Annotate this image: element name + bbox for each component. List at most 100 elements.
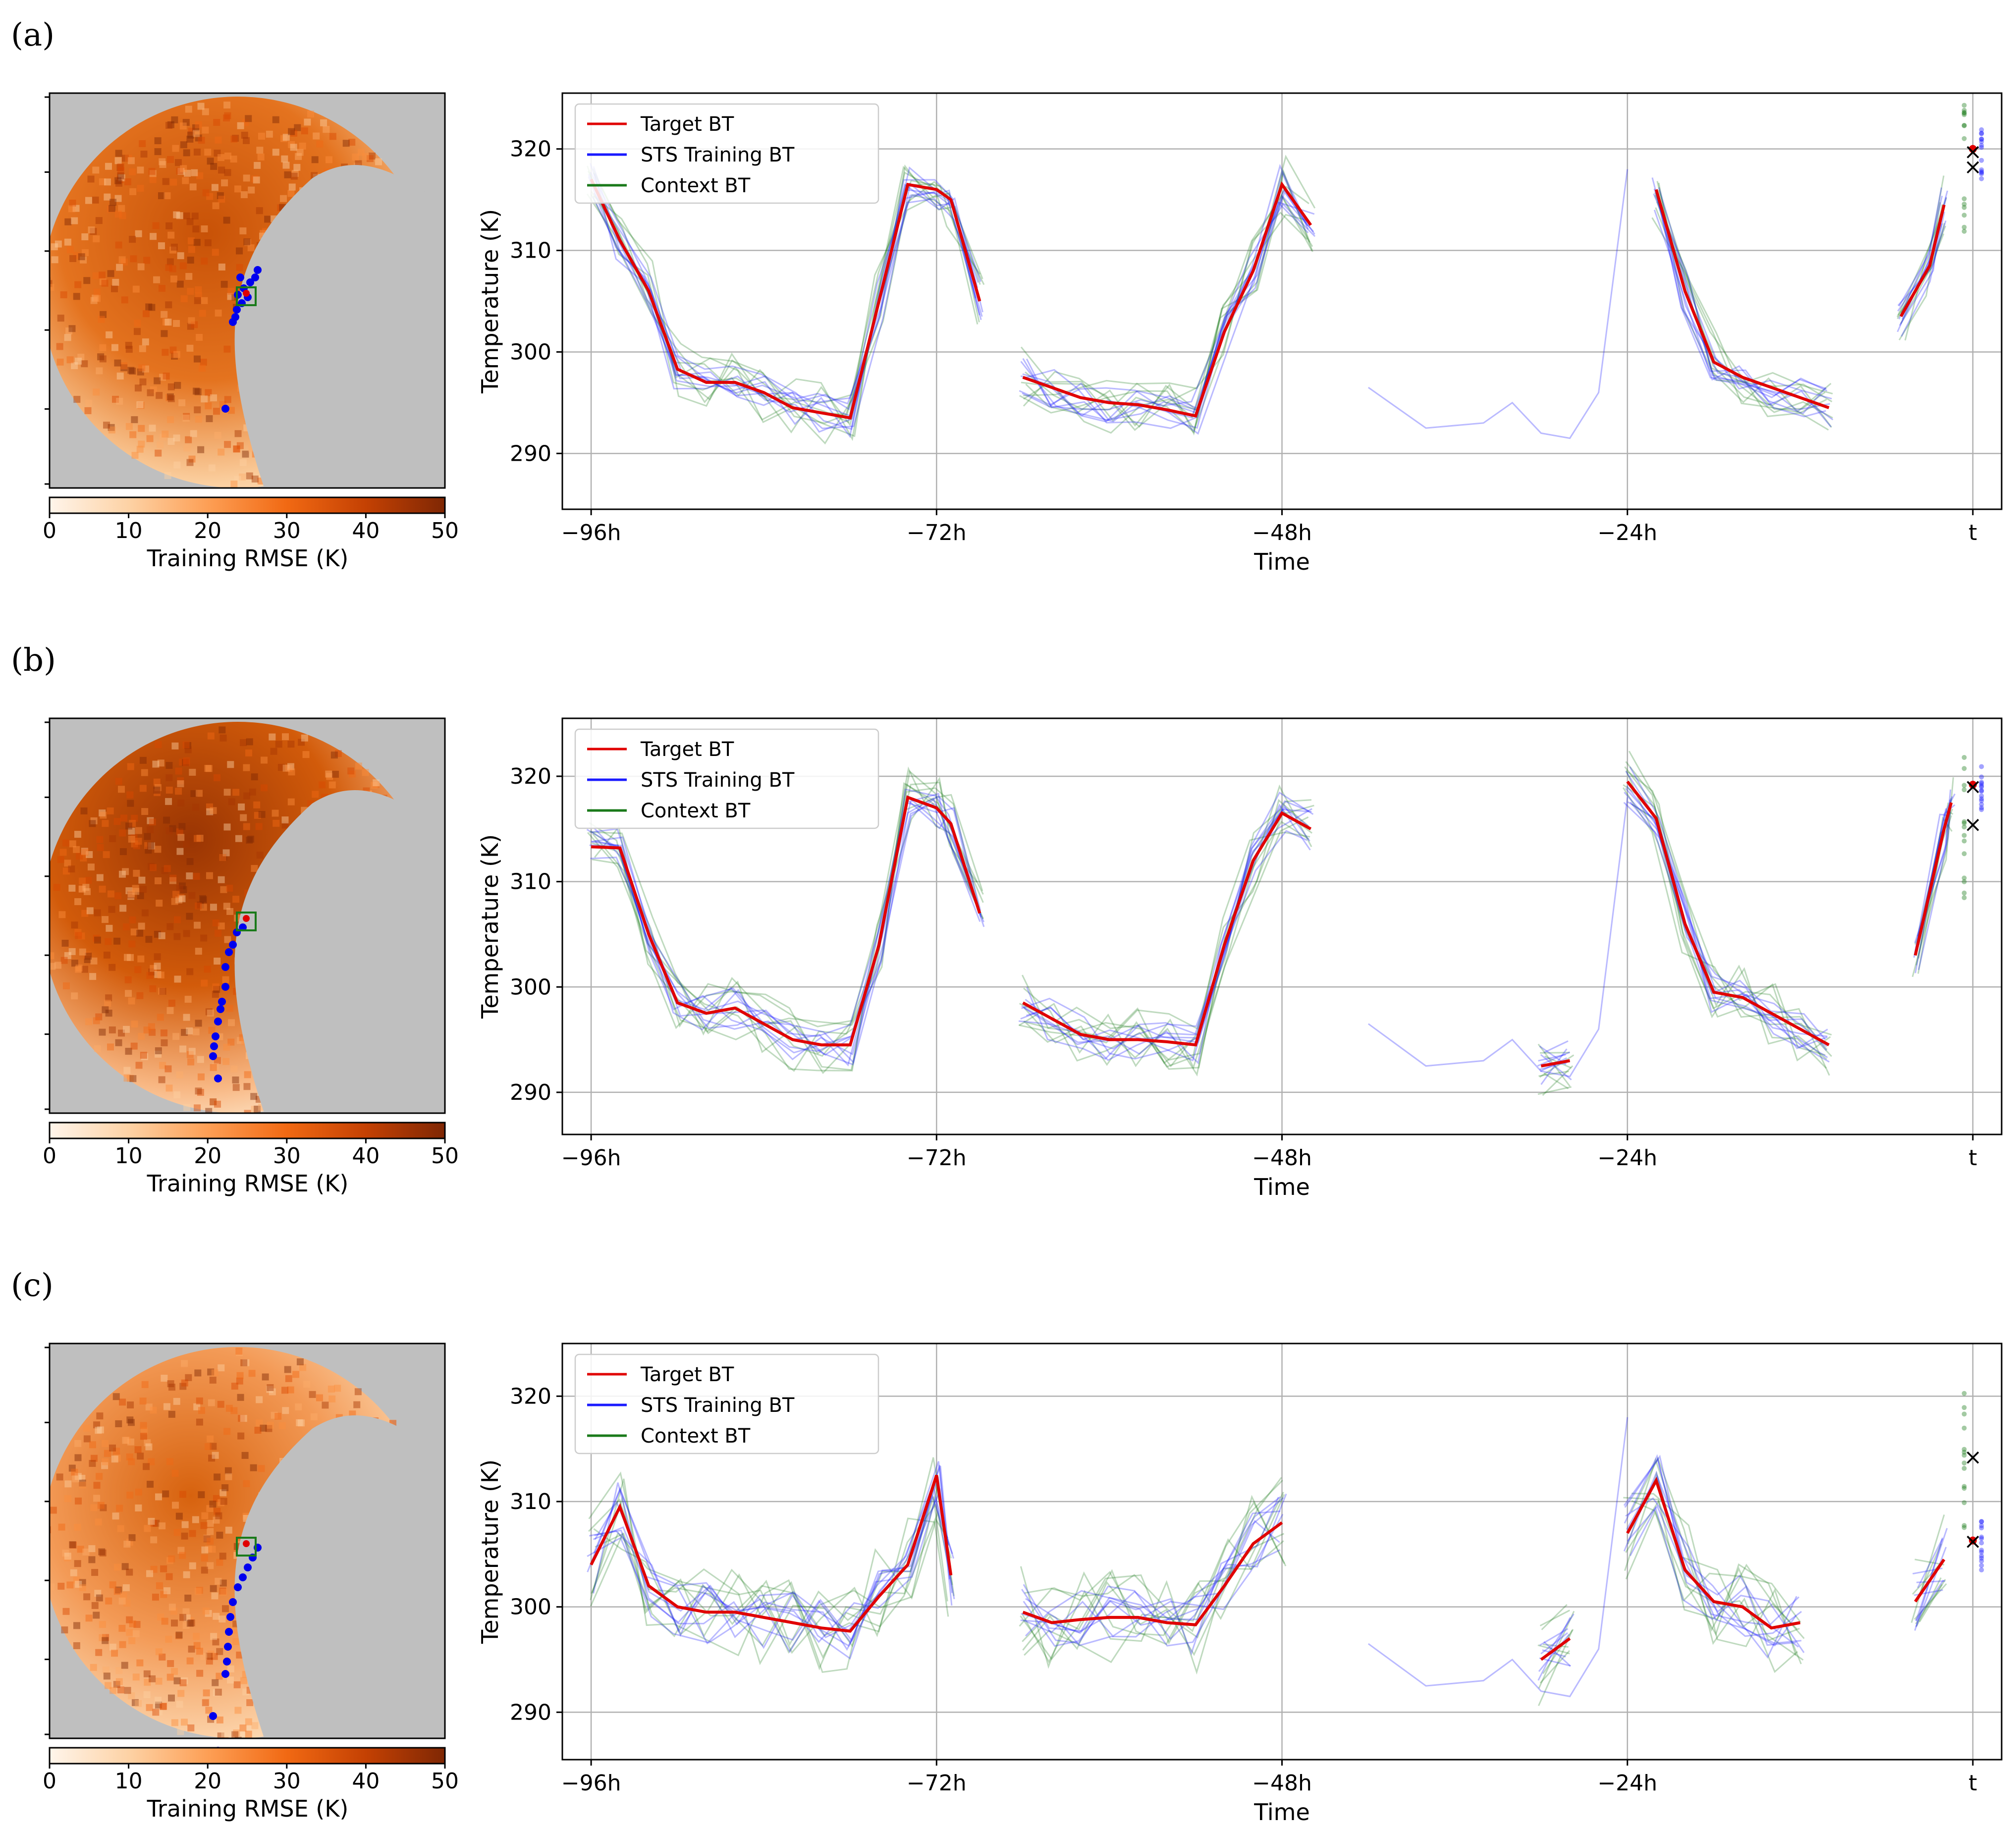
map-pixel — [108, 906, 115, 913]
map-pixel — [100, 311, 107, 318]
sts-line — [594, 173, 981, 430]
map-pixel — [50, 1506, 57, 1514]
map-pixel — [309, 1391, 316, 1398]
colorbar-tick-label: 20 — [194, 1769, 221, 1794]
map-pixel — [137, 166, 144, 174]
map-pixel — [226, 908, 234, 915]
context-line — [1018, 805, 1314, 1044]
map-pixel — [154, 953, 161, 961]
map-pixel — [93, 934, 100, 942]
map-pixel — [175, 1632, 182, 1640]
map-pixel — [180, 295, 188, 303]
map-pixel — [164, 1065, 172, 1073]
map-pixel — [156, 900, 163, 907]
map-pixel — [117, 163, 124, 170]
map-pixel — [187, 131, 195, 139]
map-pixel — [149, 1675, 156, 1682]
target-line — [1900, 204, 1946, 318]
map-pixel — [287, 763, 294, 770]
map-pixel — [186, 135, 194, 143]
map-pixel — [177, 1690, 185, 1697]
map-pixel — [128, 1692, 135, 1700]
sts-line — [1543, 1641, 1571, 1667]
map-pixel — [221, 179, 228, 187]
map-pixel — [236, 442, 244, 449]
map-pixel — [74, 1560, 81, 1567]
map-pixel — [79, 1479, 86, 1487]
map-pixel — [166, 1673, 174, 1681]
map-pixel — [84, 888, 91, 895]
context-line — [1020, 1477, 1282, 1661]
map-pixel — [87, 175, 95, 183]
map-pixel — [215, 309, 222, 317]
map-pixel — [189, 1562, 196, 1569]
map-pixel — [94, 1590, 102, 1597]
map-pixel — [73, 396, 81, 403]
map-pixel — [266, 1386, 273, 1393]
map-pixel — [199, 895, 207, 902]
map-pixel — [251, 1106, 258, 1113]
sts-line — [1623, 1457, 1798, 1659]
map-pixel — [218, 1499, 225, 1506]
map-pixel — [83, 1424, 90, 1432]
map-pixel-point — [214, 1075, 222, 1082]
map-pixel — [181, 1532, 188, 1540]
panel-label: (c) — [11, 1267, 54, 1304]
map-pixel — [198, 1491, 205, 1499]
context-end-dot — [1962, 819, 1967, 824]
map-pixel — [187, 1058, 195, 1066]
map-pixel — [272, 819, 280, 827]
map-pixel — [164, 319, 172, 326]
map-pixel — [75, 1497, 82, 1505]
map-pixel-point — [221, 983, 229, 991]
sts-end-dot — [1979, 779, 1984, 785]
map-pixel — [213, 1613, 220, 1620]
map-pixel — [102, 1667, 109, 1674]
map-pixel — [78, 932, 85, 940]
map-pixel — [183, 930, 190, 937]
map-pixel — [79, 1584, 86, 1591]
sts-end-dot — [1979, 1536, 1984, 1541]
map-pixel — [143, 257, 151, 264]
context-line — [590, 770, 984, 1075]
map-pixel — [155, 1701, 162, 1709]
map-pixel — [186, 913, 193, 920]
map-pixel — [167, 231, 175, 239]
map-pixel — [190, 790, 198, 797]
map-pixel — [153, 787, 161, 794]
map-pixel — [248, 1370, 256, 1377]
map-pixel — [74, 1454, 82, 1461]
context-line — [1631, 1500, 1804, 1661]
map-pixel — [171, 116, 178, 123]
map-pixel — [153, 1519, 160, 1527]
map-pixel — [95, 1013, 103, 1021]
map-pixel — [61, 939, 69, 947]
map-pixel — [184, 996, 192, 1003]
map-pixel — [188, 892, 196, 899]
context-line — [1021, 820, 1309, 1064]
map-pixel — [129, 1620, 136, 1627]
map-pixel — [179, 262, 187, 269]
map-pixel — [251, 175, 259, 183]
context-line — [1019, 1501, 1285, 1632]
map-pixel — [163, 1587, 171, 1595]
map-pixel — [152, 1709, 160, 1716]
map-pixel — [162, 1490, 169, 1498]
colorbar-gradient — [49, 496, 446, 514]
map-pixel — [134, 320, 141, 327]
map-pixel — [108, 424, 115, 431]
sts-line — [589, 163, 977, 413]
map-pixel-point — [209, 1712, 217, 1720]
map-pixel-point — [233, 306, 241, 314]
map-pixel-point — [251, 273, 259, 281]
map-pixel — [109, 1581, 116, 1589]
map-pixel — [89, 973, 97, 980]
map-pixel — [90, 1504, 98, 1511]
map-pixel — [209, 1376, 217, 1384]
sts-end-dot — [1979, 176, 1984, 181]
map-pixel — [244, 1110, 251, 1113]
context-end-dot — [1962, 754, 1967, 760]
map-pixel — [287, 741, 295, 748]
sts-line — [1656, 195, 1830, 411]
map-pixel — [54, 240, 62, 248]
